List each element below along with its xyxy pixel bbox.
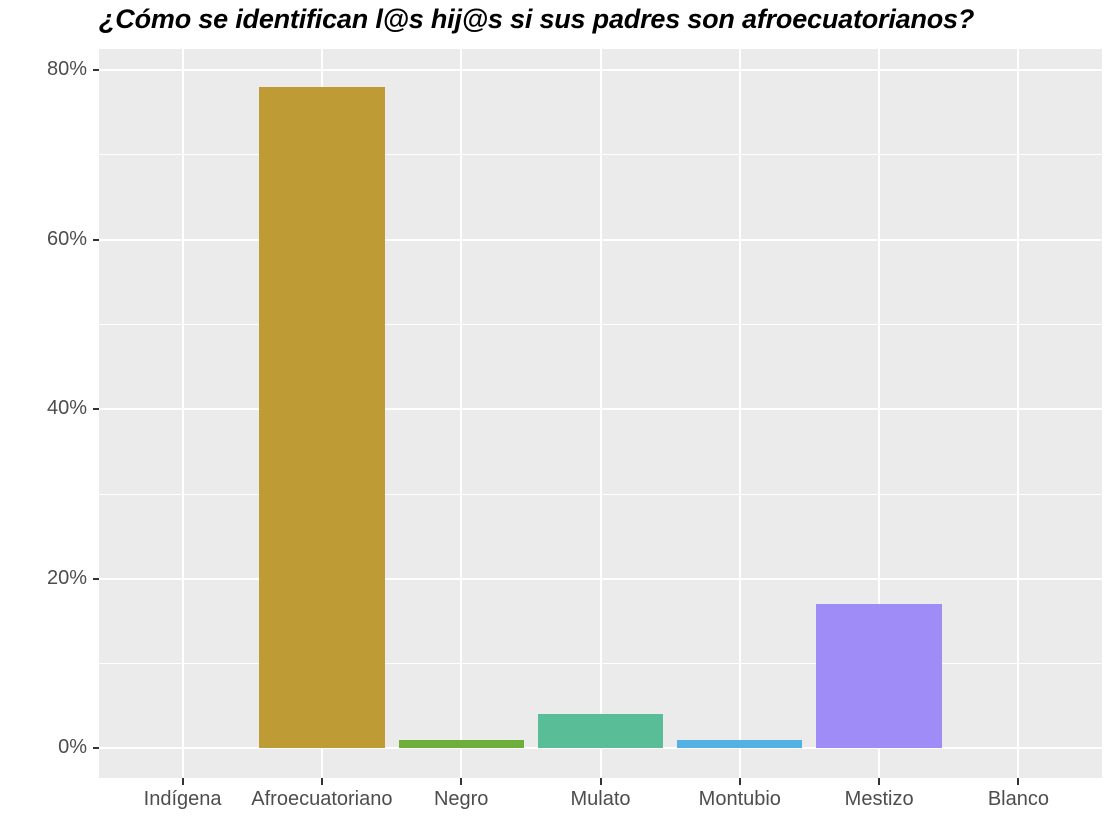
y-tick (93, 69, 99, 72)
y-tick-label: 60% (46, 227, 87, 250)
x-tick (599, 778, 602, 785)
plot-panel (99, 49, 1102, 778)
x-tick-label-indígena: Indígena (143, 788, 222, 810)
x-tick (1017, 778, 1020, 785)
x-tick-label-negro: Negro (433, 788, 489, 810)
y-tick (93, 238, 99, 241)
vertical-gridline (460, 49, 463, 778)
y-tick (93, 408, 99, 411)
x-tick-label-blanco: Blanco (987, 788, 1049, 810)
y-tick-label: 20% (46, 566, 87, 589)
vertical-gridline (738, 49, 741, 778)
vertical-gridline (878, 49, 881, 778)
x-tick (738, 778, 741, 785)
y-tick-label: 80% (46, 58, 87, 81)
bar-afroecuatoriano (259, 87, 385, 749)
x-tick (878, 778, 881, 785)
y-tick-label: 0% (58, 736, 87, 759)
bar-mulato (537, 714, 664, 749)
vertical-gridline (181, 49, 184, 778)
vertical-gridline (599, 49, 602, 778)
x-tick-label-montubio: Montubio (698, 788, 781, 810)
bar-mestizo (816, 604, 942, 749)
x-tick (181, 778, 184, 785)
x-tick (460, 778, 463, 785)
y-tick (93, 577, 99, 580)
y-tick (93, 747, 99, 750)
x-tick-label-mestizo: Mestizo (844, 788, 914, 810)
x-tick-label-mulato: Mulato (570, 788, 631, 810)
chart-title: ¿Cómo se identifican l@s hij@s si sus pa… (99, 4, 975, 34)
x-tick-label-afroecuatoriano: Afroecuatoriano (251, 788, 393, 810)
bar-montubio (677, 739, 803, 749)
x-tick (320, 778, 323, 785)
vertical-gridline (1017, 49, 1020, 778)
bar-negro (398, 739, 524, 749)
y-tick-label: 40% (46, 397, 87, 420)
